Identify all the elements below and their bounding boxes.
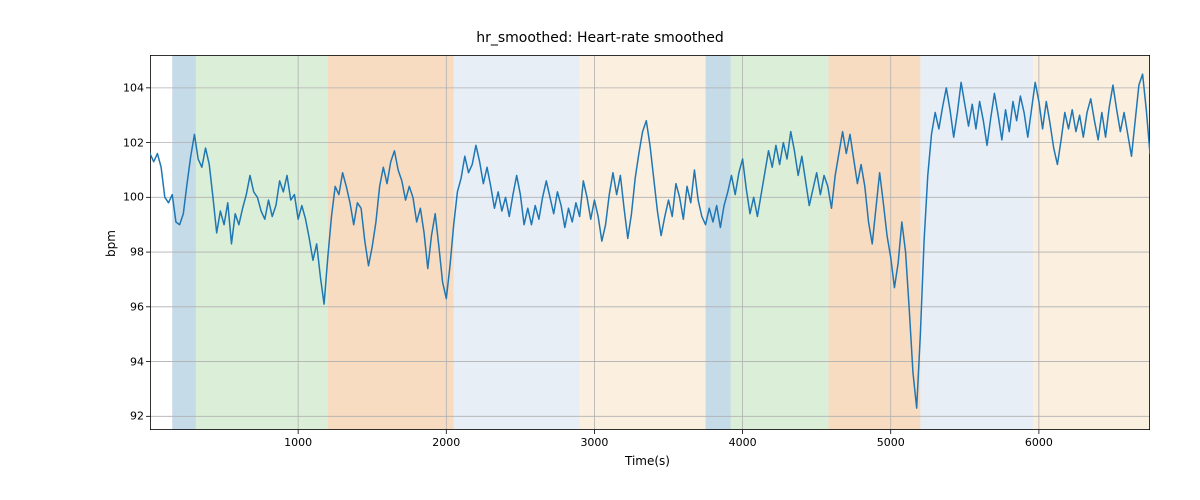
y-tick-label: 96 (116, 300, 144, 313)
hr-series-line (150, 74, 1150, 408)
x-tick-label: 1000 (284, 436, 312, 449)
x-tick-label: 4000 (729, 436, 757, 449)
y-tick-label: 92 (116, 410, 144, 423)
y-tick-label: 104 (116, 81, 144, 94)
figure: hr_smoothed: Heart-rate smoothed bpm Tim… (0, 0, 1200, 500)
plot-area (150, 55, 1150, 430)
line-layer (150, 55, 1150, 430)
chart-title: hr_smoothed: Heart-rate smoothed (0, 30, 1200, 46)
y-tick-label: 98 (116, 246, 144, 259)
x-tick-label: 3000 (580, 436, 608, 449)
x-tick-label: 2000 (432, 436, 460, 449)
y-tick-label: 100 (116, 191, 144, 204)
y-tick-label: 94 (116, 355, 144, 368)
x-tick-label: 5000 (877, 436, 905, 449)
x-tick-label: 6000 (1025, 436, 1053, 449)
x-axis-label: Time(s) (625, 454, 670, 468)
y-tick-label: 102 (116, 136, 144, 149)
